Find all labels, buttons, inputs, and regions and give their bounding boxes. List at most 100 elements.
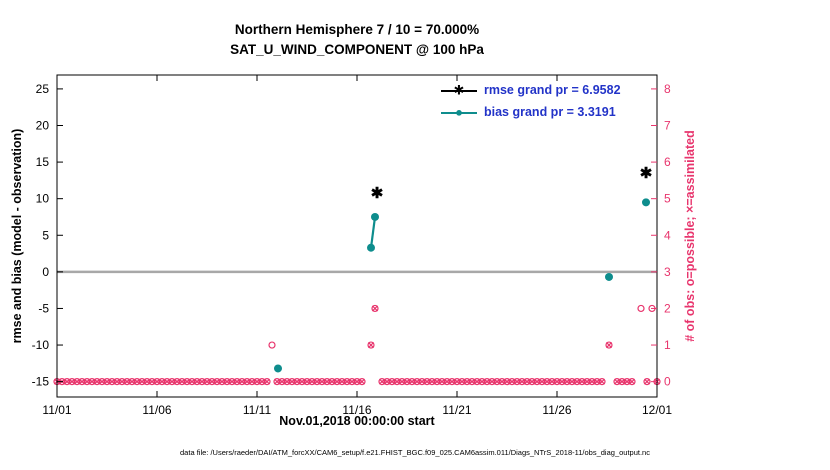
possible-obs-circle [593, 378, 601, 386]
assimilated-obs-cross [243, 378, 251, 385]
assimilated-obs-cross [383, 378, 391, 385]
assimilated-obs-cross [483, 378, 491, 385]
assimilated-obs-cross [298, 378, 306, 385]
possible-obs-circle [173, 378, 181, 386]
possible-obs-circle [248, 378, 256, 386]
assimilated-obs-cross [83, 378, 91, 385]
assimilated-obs-cross [123, 378, 131, 385]
possible-obs-circle [478, 378, 486, 386]
possible-obs-circle [73, 378, 81, 386]
possible-obs-circle [528, 378, 536, 386]
assimilated-obs-cross [193, 378, 201, 385]
assimilated-obs-cross [548, 378, 556, 385]
assimilated-obs-cross [498, 378, 506, 385]
possible-obs-circle [348, 378, 356, 386]
possible-obs-circle [553, 378, 561, 386]
possible-obs-circle [68, 378, 76, 386]
bias-point [371, 212, 379, 221]
y-tick-label-left: 10 [36, 192, 50, 206]
assimilated-obs-cross [573, 378, 581, 385]
possible-obs-circle [213, 378, 221, 386]
assimilated-obs-cross [303, 378, 311, 385]
possible-obs-circle [148, 378, 156, 386]
possible-obs-circle [588, 378, 596, 386]
assimilated-obs-cross [223, 378, 231, 385]
assimilated-obs-cross [78, 378, 86, 385]
assimilated-obs-cross [358, 378, 366, 385]
possible-obs-circle [198, 378, 206, 386]
possible-obs-circle [168, 378, 176, 386]
possible-obs-circle [393, 378, 401, 386]
y-tick-label-right: 2 [664, 301, 671, 315]
possible-obs-circle [263, 378, 271, 386]
y-tick-label-left: 15 [36, 155, 50, 169]
y-tick-label-right: 0 [664, 375, 671, 389]
possible-obs-circle [298, 378, 306, 386]
rmse-marker-swatch: ✱ [440, 83, 478, 98]
assimilated-obs-cross [73, 378, 81, 385]
possible-obs-circle [103, 378, 111, 386]
legend-label-rmse: rmse grand pr = 6.9582 [484, 83, 621, 97]
possible-obs-circle [128, 378, 136, 386]
assimilated-obs-cross [518, 378, 526, 385]
assimilated-obs-cross [563, 378, 571, 385]
rmse-point: ✱ [640, 165, 653, 182]
possible-obs-circle [88, 378, 96, 386]
possible-obs-circle [403, 378, 411, 386]
legend-label-bias: bias grand pr = 3.3191 [484, 105, 616, 119]
possible-obs-circle [543, 378, 551, 386]
possible-obs-circle [428, 378, 436, 386]
possible-obs-circle [143, 378, 151, 386]
possible-obs-circle [268, 341, 276, 349]
y-tick-label-left: -10 [32, 338, 50, 352]
possible-obs-circle [223, 378, 231, 386]
assimilated-obs-cross [273, 378, 281, 385]
assimilated-obs-cross [198, 378, 206, 385]
assimilated-obs-cross [218, 378, 226, 385]
possible-obs-circle [623, 378, 631, 386]
assimilated-obs-cross [133, 378, 141, 385]
assimilated-obs-cross [333, 378, 341, 385]
assimilated-obs-cross [173, 378, 181, 385]
possible-obs-circle [643, 378, 651, 386]
possible-obs-circle [113, 378, 121, 386]
assimilated-obs-cross [493, 378, 501, 385]
possible-obs-circle [568, 378, 576, 386]
assimilated-obs-cross [523, 378, 531, 385]
possible-obs-circle [358, 378, 366, 386]
possible-obs-circle [513, 378, 521, 386]
assimilated-obs-cross [338, 378, 346, 385]
assimilated-obs-cross [508, 378, 516, 385]
assimilated-obs-cross [388, 378, 396, 385]
possible-obs-circle [133, 378, 141, 386]
plot-subtitle: SAT_U_WIND_COMPONENT @ 100 hPa [230, 42, 484, 57]
data-file-caption: data file: /Users/raeder/DAI/ATM_forcXX/… [180, 448, 650, 457]
possible-obs-circle [605, 341, 613, 349]
possible-obs-circle [123, 378, 131, 386]
plot-title: Northern Hemisphere 7 / 10 = 70.000% [234, 22, 480, 37]
possible-obs-circle [548, 378, 556, 386]
rmse-point: ✱ [371, 185, 384, 202]
assimilated-obs-cross [503, 378, 511, 385]
assimilated-obs-cross [598, 378, 606, 385]
assimilated-obs-cross [628, 378, 636, 385]
assimilated-obs-cross [453, 378, 461, 385]
y-tick-label-right: 3 [664, 265, 671, 279]
possible-obs-circle [228, 378, 236, 386]
assimilated-obs-cross [568, 378, 576, 385]
assimilated-obs-cross [318, 378, 326, 385]
possible-obs-circle [413, 378, 421, 386]
assimilated-obs-cross [353, 378, 361, 385]
possible-obs-circle [83, 378, 91, 386]
possible-obs-circle [618, 378, 626, 386]
possible-obs-circle [138, 378, 146, 386]
assimilated-obs-cross [538, 378, 546, 385]
assimilated-obs-cross [93, 378, 101, 385]
bias-marker-swatch: ● [440, 105, 478, 120]
possible-obs-circle [278, 378, 286, 386]
y-tick-label-right: 5 [664, 192, 671, 206]
y-axis-label-right: # of obs: o=possible; ×=assimilated [683, 130, 697, 342]
assimilated-obs-cross [583, 378, 591, 385]
assimilated-obs-cross [203, 378, 211, 385]
